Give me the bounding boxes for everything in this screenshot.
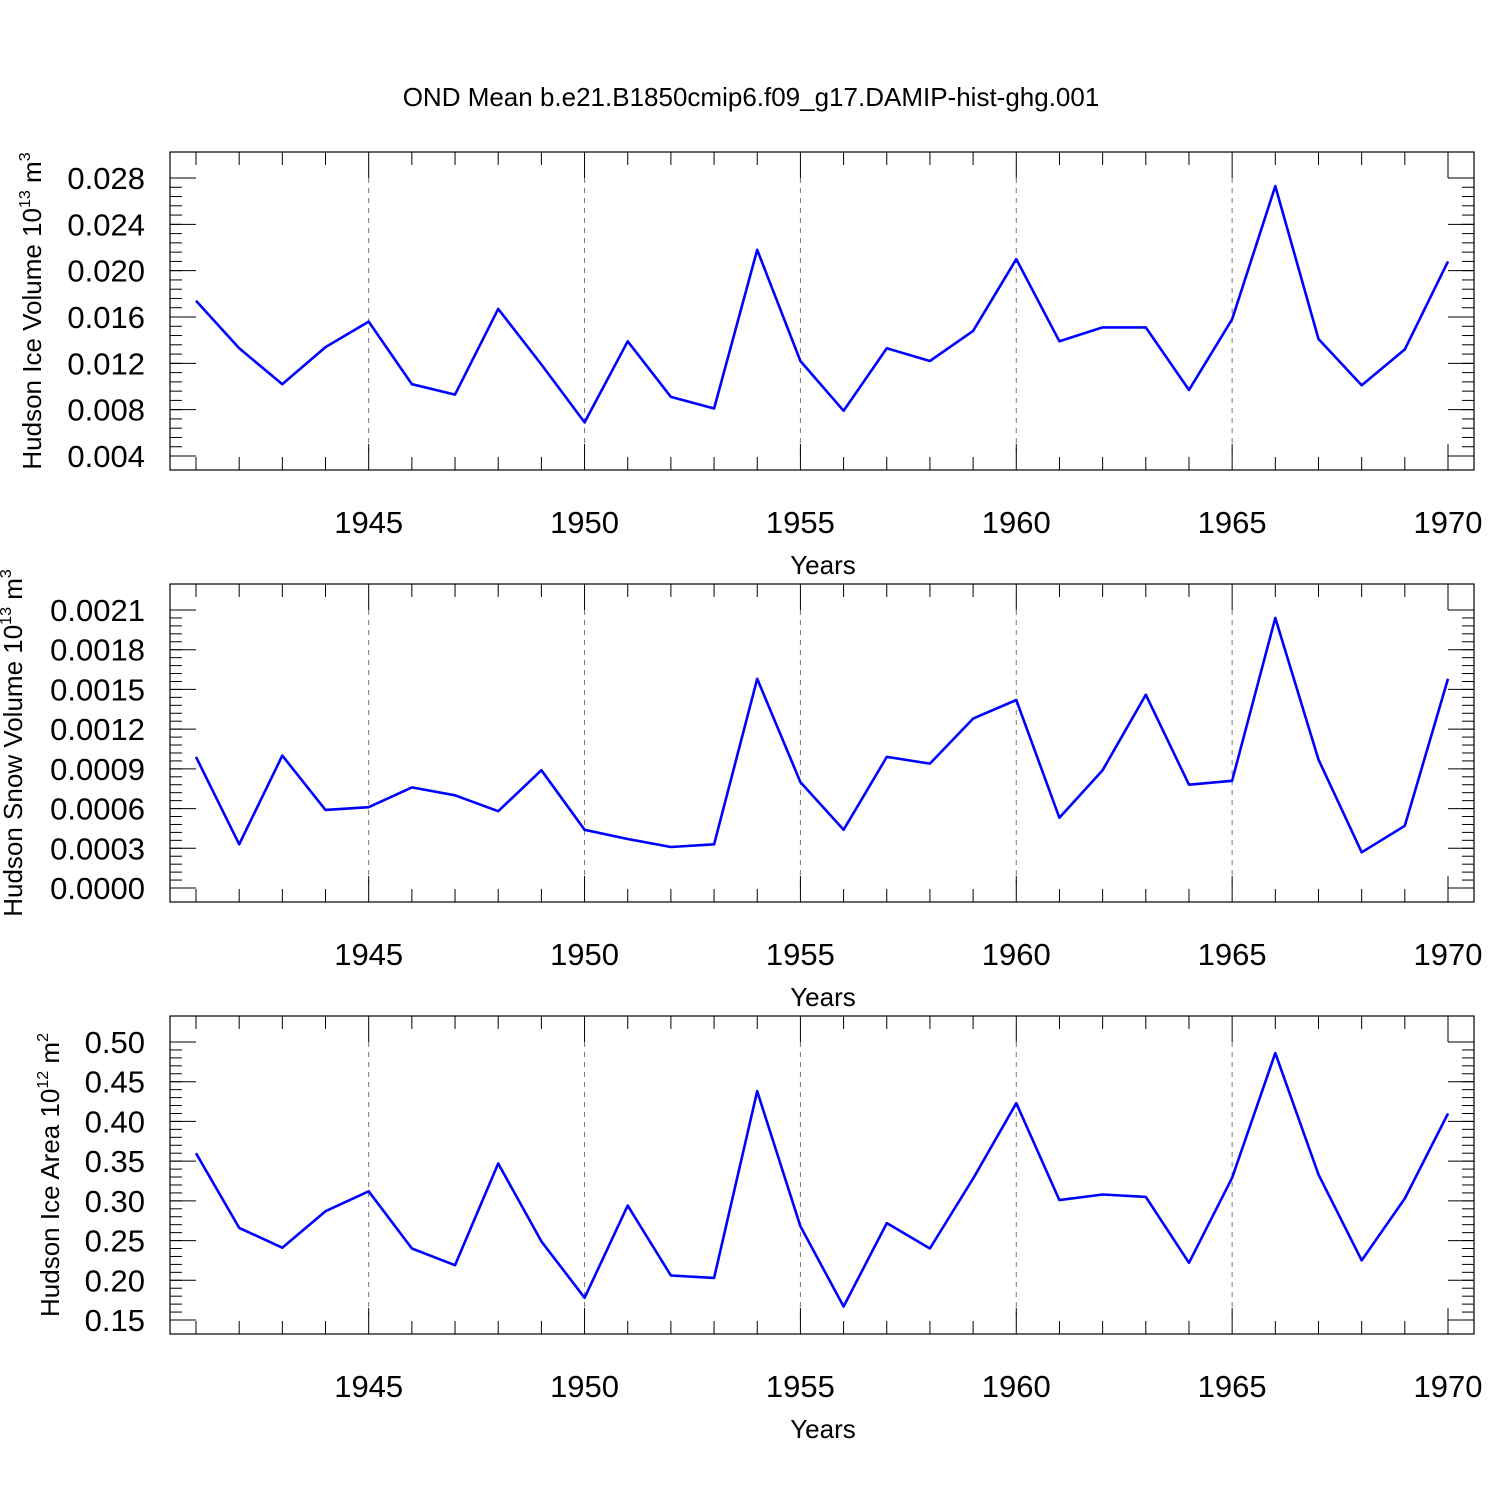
panels: 0.004 0.008 0.012 0.016 0.020 0.024 0.028 1945 1… xyxy=(0,151,1483,1444)
x-axis-label: Years xyxy=(790,550,856,580)
x-tick-label: 1945 xyxy=(334,1369,403,1404)
x-tick-label: 1965 xyxy=(1198,937,1267,972)
x-tick-label: 1945 xyxy=(334,937,403,972)
data-line xyxy=(195,184,1450,424)
y-tick-label: 0.0021 xyxy=(50,593,145,628)
data-line xyxy=(194,616,1450,854)
x-tick-label: 1960 xyxy=(982,505,1051,540)
y-tick-label: 0.0012 xyxy=(50,712,145,747)
y-axis-label: Hudson Ice Area 1012 m2 xyxy=(35,1033,65,1317)
y-tick-label: 0.020 xyxy=(67,254,145,289)
x-tick-label: 1970 xyxy=(1414,1369,1483,1404)
panel-3: 0.15 0.20 0.25 0.30 0.35 0.40 0.45 0.50 1945 1950… xyxy=(35,1015,1483,1444)
y-tick-label: 0.20 xyxy=(85,1263,145,1298)
x-tick-label: 1945 xyxy=(334,505,403,540)
y-tick-label: 0.0000 xyxy=(50,871,145,906)
x-tick-label: 1950 xyxy=(550,505,619,540)
x-tick-label: 1970 xyxy=(1414,505,1483,540)
y-axis-label: Hudson Ice Volume 1013 m3 xyxy=(17,152,47,469)
plot-frame xyxy=(169,1015,1475,1335)
y-tick-label: 0.004 xyxy=(67,439,145,474)
y-tick-label: 0.35 xyxy=(85,1144,145,1179)
y-tick-label: 0.0009 xyxy=(50,752,145,787)
y-tick-label: 0.0003 xyxy=(50,831,145,866)
y-tick-label: 0.024 xyxy=(67,207,145,242)
x-tick-label: 1965 xyxy=(1198,505,1267,540)
y-tick-label: 0.0015 xyxy=(50,672,145,707)
panel-1: 0.004 0.008 0.012 0.016 0.020 0.024 0.028 1945 1… xyxy=(17,151,1483,580)
x-tick-label: 1965 xyxy=(1198,1369,1267,1404)
y-tick-label: 0.30 xyxy=(85,1184,145,1219)
x-tick-label: 1950 xyxy=(550,937,619,972)
y-tick-label: 0.0006 xyxy=(50,792,145,827)
y-tick-label: 0.15 xyxy=(85,1303,145,1338)
x-tick-label: 1955 xyxy=(766,505,835,540)
x-tick-label: 1955 xyxy=(766,937,835,972)
x-tick-label: 1970 xyxy=(1414,937,1483,972)
x-tick-label: 1960 xyxy=(982,937,1051,972)
plot-frame xyxy=(169,583,1475,903)
y-axis-label: Hudson Snow Volume 1013 m3 xyxy=(0,569,28,917)
y-tick-label: 0.012 xyxy=(67,346,145,381)
x-axis-label: Years xyxy=(790,1414,856,1444)
y-tick-label: 0.028 xyxy=(67,161,145,196)
x-tick-label: 1960 xyxy=(982,1369,1051,1404)
y-tick-label: 0.45 xyxy=(85,1065,145,1100)
y-tick-label: 0.016 xyxy=(67,300,145,335)
x-axis-label: Years xyxy=(790,982,856,1012)
y-tick-label: 0.0018 xyxy=(50,633,145,668)
figure-title: OND Mean b.e21.B1850cmip6.f09_g17.DAMIP-… xyxy=(403,82,1100,112)
plot-frame xyxy=(169,151,1475,471)
panel-2: 0.0000 0.0003 0.0006 0.0009 0.0012 0.0015 0.00… xyxy=(0,569,1482,1012)
x-tick-label: 1955 xyxy=(766,1369,835,1404)
y-tick-label: 0.50 xyxy=(85,1025,145,1060)
data-line xyxy=(194,1051,1450,1308)
y-tick-label: 0.008 xyxy=(67,393,145,428)
x-tick-label: 1950 xyxy=(550,1369,619,1404)
y-tick-label: 0.40 xyxy=(85,1104,145,1139)
y-tick-label: 0.25 xyxy=(85,1224,145,1259)
